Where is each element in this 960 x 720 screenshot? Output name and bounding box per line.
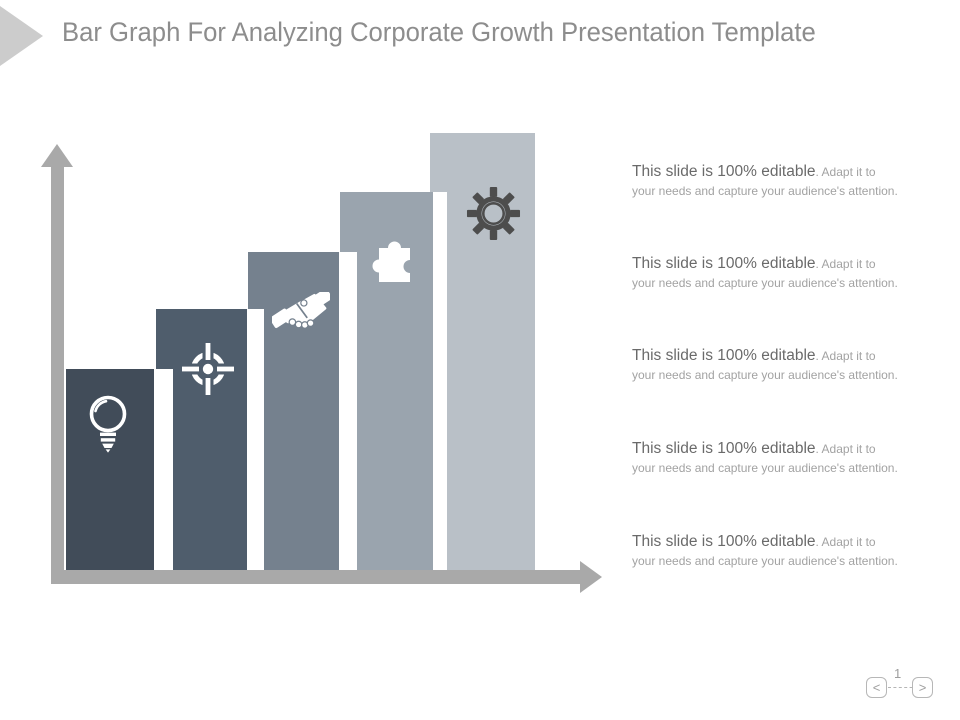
note-detail: your needs and capture your audience's a…	[632, 184, 898, 198]
note-line1: This slide is 100% editable. Adapt it to	[632, 440, 932, 458]
note-headline: This slide is 100% editable	[632, 163, 816, 180]
note-block-4: This slide is 100% editable. Adapt it to…	[632, 440, 932, 475]
x-axis-arrowhead-icon	[580, 561, 602, 593]
bar-gap-strip	[433, 192, 447, 570]
note-leadin: . Adapt it to	[815, 349, 876, 363]
note-line1: This slide is 100% editable. Adapt it to	[632, 533, 932, 551]
note-headline: This slide is 100% editable	[632, 347, 816, 364]
note-block-1: This slide is 100% editable. Adapt it to…	[632, 163, 932, 198]
target-icon	[182, 343, 234, 395]
note-headline: This slide is 100% editable	[632, 440, 816, 457]
handshake-icon	[272, 292, 330, 336]
page-title: Bar Graph For Analyzing Corporate Growth…	[62, 17, 816, 47]
note-block-2: This slide is 100% editable. Adapt it to…	[632, 255, 932, 290]
note-detail: your needs and capture your audience's a…	[632, 554, 898, 568]
note-block-3: This slide is 100% editable. Adapt it to…	[632, 347, 932, 382]
chevron-right-icon: >	[918, 680, 927, 695]
note-line1: This slide is 100% editable. Adapt it to	[632, 163, 932, 181]
note-line1: This slide is 100% editable. Adapt it to	[632, 255, 932, 273]
bar-stage-1	[66, 369, 154, 570]
y-axis	[51, 166, 64, 584]
note-detail: your needs and capture your audience's a…	[632, 461, 898, 475]
note-block-5: This slide is 100% editable. Adapt it to…	[632, 533, 932, 568]
pager: 1 < >	[860, 664, 944, 706]
corner-accent-arrow	[0, 6, 43, 66]
bar-gap-strip	[247, 309, 264, 570]
y-axis-arrowhead-icon	[41, 144, 73, 167]
next-page-button[interactable]: >	[912, 677, 933, 698]
prev-page-button[interactable]: <	[866, 677, 887, 698]
x-axis	[51, 570, 581, 584]
note-leadin: . Adapt it to	[815, 535, 876, 549]
bar-gap-strip	[154, 369, 173, 570]
note-leadin: . Adapt it to	[815, 442, 876, 456]
note-leadin: . Adapt it to	[815, 257, 876, 271]
lightbulb-icon	[86, 394, 130, 454]
page-number: 1	[894, 666, 902, 681]
bar-gap-strip	[339, 252, 357, 570]
note-detail: your needs and capture your audience's a…	[632, 368, 898, 382]
note-headline: This slide is 100% editable	[632, 533, 816, 550]
pager-dashed-connector	[888, 687, 918, 688]
gear-icon	[466, 186, 521, 241]
note-detail: your needs and capture your audience's a…	[632, 276, 898, 290]
puzzle-icon	[367, 232, 417, 284]
chevron-left-icon: <	[872, 680, 881, 695]
note-line1: This slide is 100% editable. Adapt it to	[632, 347, 932, 365]
note-headline: This slide is 100% editable	[632, 255, 816, 272]
note-leadin: . Adapt it to	[815, 165, 876, 179]
